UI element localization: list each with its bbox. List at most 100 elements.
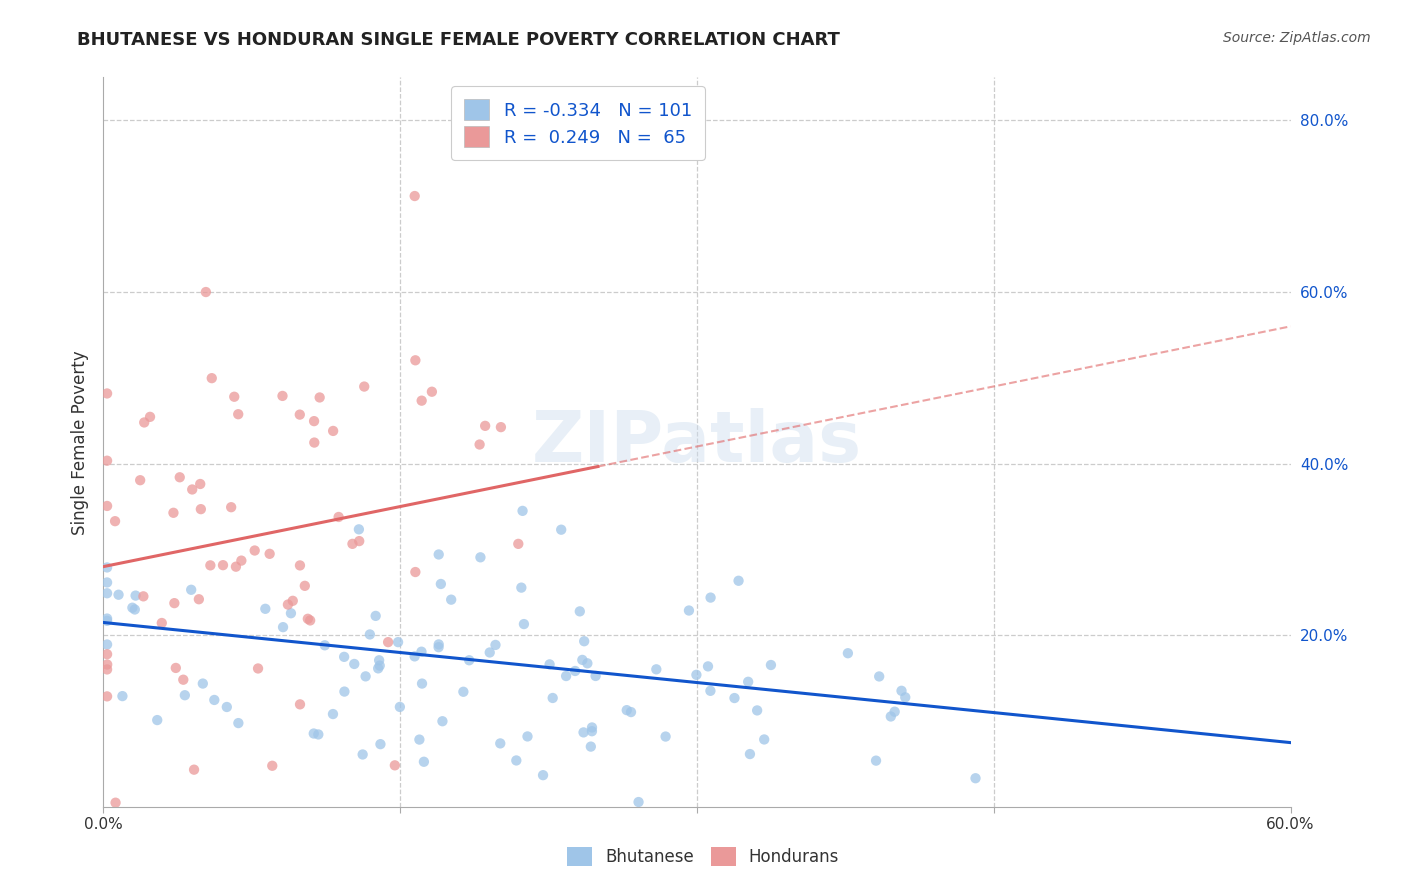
Point [359, 627, 381, 641]
Point [654, 730, 676, 744]
Point [288, 558, 311, 573]
Text: BHUTANESE VS HONDURAN SINGLE FEMALE POVERTY CORRELATION CHART: BHUTANESE VS HONDURAN SINGLE FEMALE POVE… [77, 31, 841, 49]
Point [404, 565, 426, 579]
Point [538, 657, 561, 672]
Point [190, 502, 212, 516]
Point [555, 669, 578, 683]
Point [645, 662, 668, 676]
Point [96, 586, 118, 600]
Point [432, 714, 454, 729]
Point [699, 591, 721, 605]
Point [172, 673, 194, 687]
Point [228, 716, 250, 731]
Point [370, 737, 392, 751]
Point [581, 724, 603, 739]
Point [516, 730, 538, 744]
Point [347, 534, 370, 549]
Point [699, 683, 721, 698]
Point [111, 689, 134, 703]
Point [96, 614, 118, 628]
Point [508, 537, 530, 551]
Point [470, 550, 492, 565]
Point [353, 379, 375, 393]
Point [254, 602, 277, 616]
Point [96, 560, 118, 574]
Point [322, 707, 344, 722]
Point [404, 649, 426, 664]
Point [427, 548, 450, 562]
Point [231, 553, 253, 567]
Point [388, 700, 411, 714]
Point [571, 653, 593, 667]
Point [505, 754, 527, 768]
Point [723, 691, 745, 706]
Point [259, 547, 281, 561]
Point [512, 504, 534, 518]
Point [474, 418, 496, 433]
Point [737, 674, 759, 689]
Point [754, 732, 776, 747]
Point [302, 414, 325, 428]
Point [579, 739, 602, 754]
Point [194, 285, 217, 299]
Point [165, 661, 187, 675]
Point [620, 705, 643, 719]
Point [297, 612, 319, 626]
Point [513, 617, 536, 632]
Point [747, 703, 769, 717]
Point [759, 658, 782, 673]
Point [226, 407, 249, 421]
Point [271, 620, 294, 634]
Point [225, 559, 247, 574]
Text: ZIPatlas: ZIPatlas [531, 408, 862, 476]
Point [408, 732, 430, 747]
Point [150, 615, 173, 630]
Point [96, 662, 118, 676]
Point [243, 543, 266, 558]
Point [104, 796, 127, 810]
Point [188, 477, 211, 491]
Text: Source: ZipAtlas.com: Source: ZipAtlas.com [1223, 31, 1371, 45]
Point [894, 690, 917, 705]
Point [215, 700, 238, 714]
Point [453, 685, 475, 699]
Point [678, 603, 700, 617]
Point [420, 384, 443, 399]
Point [489, 420, 512, 434]
Point [883, 705, 905, 719]
Point [288, 698, 311, 712]
Point [868, 669, 890, 683]
Point [322, 424, 344, 438]
Point [342, 537, 364, 551]
Point [96, 575, 118, 590]
Point [727, 574, 749, 588]
Point [304, 435, 326, 450]
Point [163, 596, 186, 610]
Point [484, 638, 506, 652]
Point [129, 473, 152, 487]
Point [576, 657, 599, 671]
Point [96, 638, 118, 652]
Point [377, 635, 399, 649]
Point [187, 592, 209, 607]
Point [299, 614, 322, 628]
Point [281, 594, 304, 608]
Point [308, 391, 330, 405]
Point [411, 645, 433, 659]
Point [510, 581, 533, 595]
Point [364, 608, 387, 623]
Point [468, 437, 491, 451]
Point [314, 638, 336, 652]
Point [550, 523, 572, 537]
Point [572, 725, 595, 739]
Point [352, 747, 374, 762]
Point [134, 416, 156, 430]
Point [368, 653, 391, 667]
Point [458, 653, 481, 667]
Legend: R = -0.334   N = 101, R =  0.249   N =  65: R = -0.334 N = 101, R = 0.249 N = 65 [451, 87, 704, 160]
Point [307, 727, 329, 741]
Point [541, 690, 564, 705]
Point [277, 598, 299, 612]
Point [531, 768, 554, 782]
Point [183, 763, 205, 777]
